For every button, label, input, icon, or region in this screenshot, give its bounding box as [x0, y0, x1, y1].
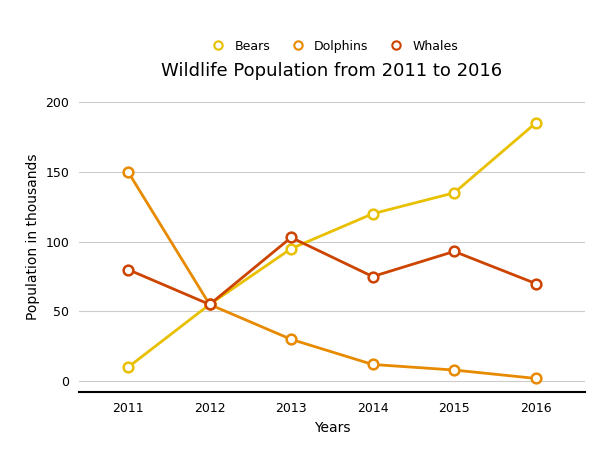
X-axis label: Years: Years: [314, 421, 350, 435]
Whales: [532, 281, 540, 286]
Line: Bears: Bears: [123, 118, 541, 372]
Whales: [369, 274, 376, 279]
Dolphins: [451, 367, 458, 373]
Dolphins: [206, 302, 213, 307]
Bears: [532, 120, 540, 126]
Line: Whales: Whales: [123, 233, 541, 309]
Whales: [287, 235, 295, 240]
Y-axis label: Population in thousands: Population in thousands: [26, 153, 40, 320]
Dolphins: [124, 169, 132, 175]
Dolphins: [532, 376, 540, 381]
Legend: Bears, Dolphins, Whales: Bears, Dolphins, Whales: [201, 35, 463, 58]
Whales: [451, 249, 458, 254]
Line: Dolphins: Dolphins: [123, 167, 541, 383]
Whales: [124, 267, 132, 272]
Bears: [124, 364, 132, 370]
Bears: [369, 211, 376, 216]
Title: Wildlife Population from 2011 to 2016: Wildlife Population from 2011 to 2016: [161, 62, 502, 80]
Bears: [451, 190, 458, 196]
Dolphins: [287, 336, 295, 342]
Dolphins: [369, 362, 376, 367]
Bears: [206, 302, 213, 307]
Bears: [287, 246, 295, 251]
Whales: [206, 302, 213, 307]
